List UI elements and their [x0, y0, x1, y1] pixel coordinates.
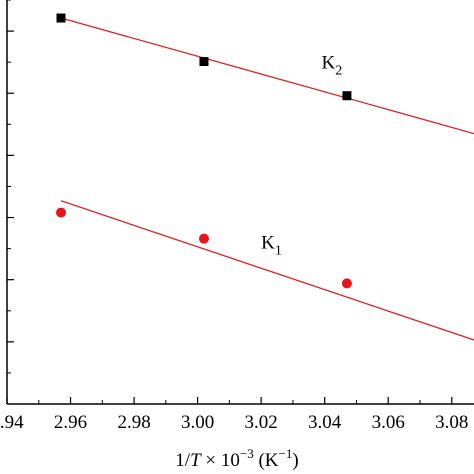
point [56, 13, 66, 23]
x-tick-label: 2.94 [0, 412, 24, 433]
x-label-part: −3 [240, 446, 254, 461]
x-axis-label: 1/T × 10−3 (K−1) [175, 446, 298, 471]
x-tick-label: 3.06 [372, 412, 405, 433]
x-label-part: −1 [279, 446, 293, 461]
x-tick-label: 3.00 [181, 412, 214, 433]
annotation-text: K [322, 52, 336, 73]
annotation-text: K [261, 233, 275, 254]
x-tick-label: 3.02 [245, 412, 278, 433]
x-label-part: (K [254, 450, 279, 471]
x-label-part: ) [292, 450, 298, 471]
point [342, 91, 352, 101]
x-label-part: 1/ [175, 450, 191, 471]
annotation-sub: 2 [335, 63, 342, 78]
x-label-part: T [190, 450, 202, 471]
x-tick-label: 3.04 [308, 412, 342, 433]
fit-line [60, 200, 474, 341]
point [56, 207, 67, 218]
x-tick-label: 2.98 [117, 412, 150, 433]
x-tick-label: 3.08 [435, 412, 468, 433]
annotation: K1 [261, 233, 282, 259]
point [198, 233, 209, 244]
annotation-sub: 1 [275, 244, 282, 259]
fit-line [60, 17, 474, 135]
point [199, 57, 209, 67]
annotation: K2 [322, 52, 343, 78]
x-tick-label: 2.96 [54, 412, 87, 433]
x-label-part: × 10 [201, 450, 240, 471]
point [341, 278, 352, 289]
